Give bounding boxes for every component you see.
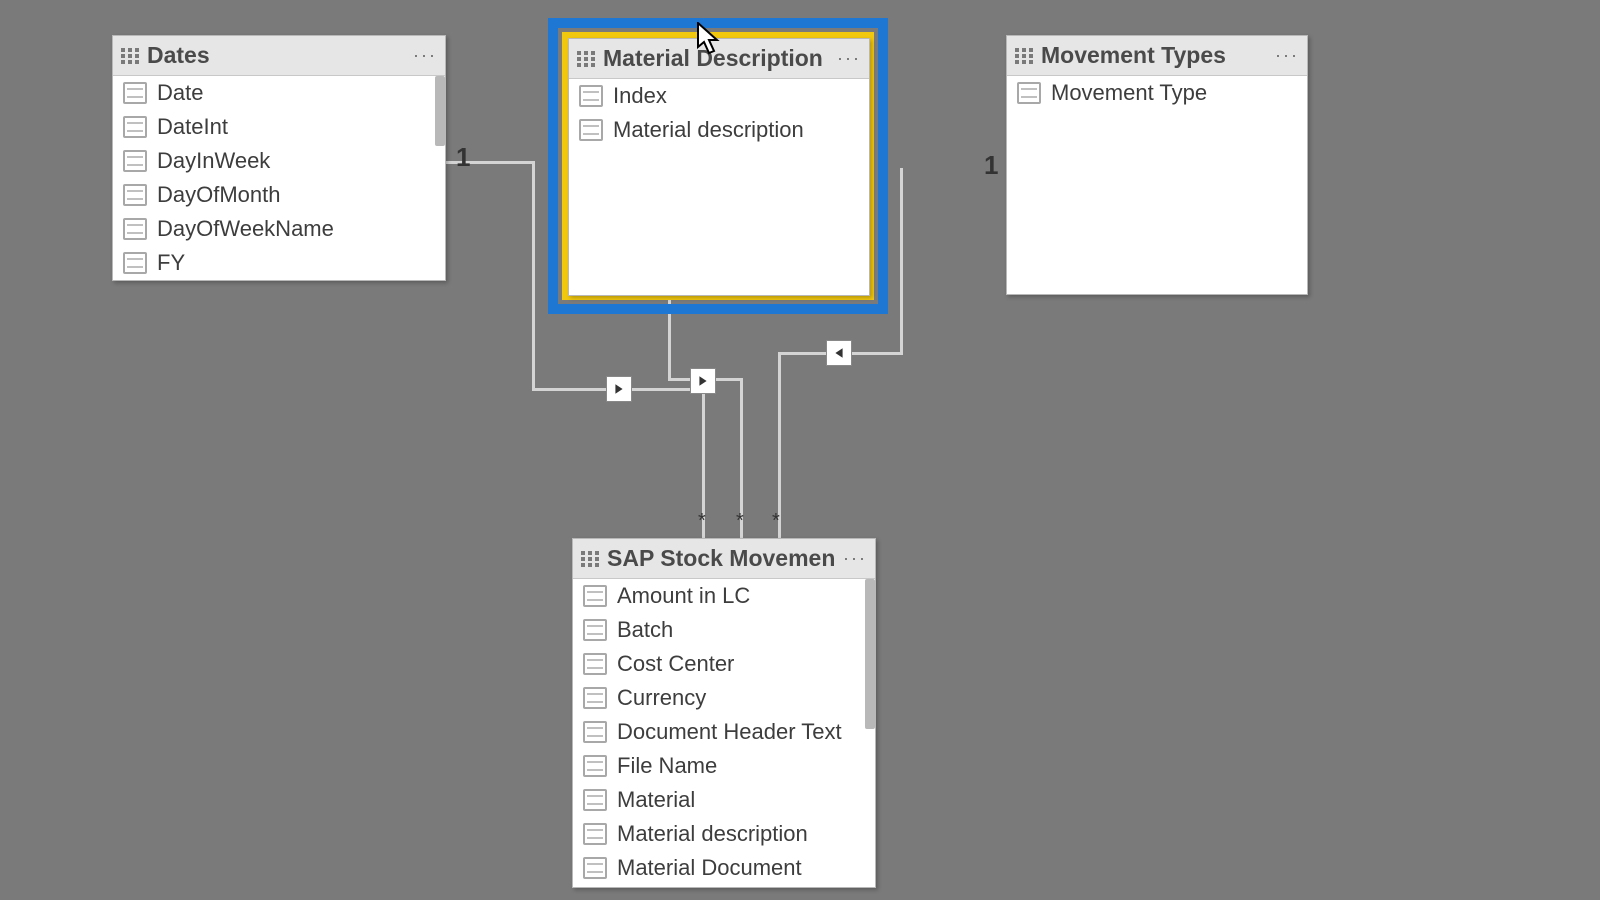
field-item[interactable]: Batch <box>573 613 875 647</box>
table-dates[interactable]: Dates ··· Date DateInt DayInWeek DayOfMo… <box>112 35 446 281</box>
field-item[interactable]: Cost Center <box>573 647 875 681</box>
column-icon <box>579 85 603 107</box>
column-icon <box>579 119 603 141</box>
field-label: DayOfMonth <box>157 182 281 208</box>
field-item[interactable]: DayOfWeekName <box>113 212 445 246</box>
field-item[interactable]: Amount in LC <box>573 579 875 613</box>
table-header[interactable]: Movement Types ··· <box>1007 36 1307 76</box>
field-item[interactable]: Material Document <box>573 851 875 885</box>
table-menu-icon[interactable]: ··· <box>413 45 437 66</box>
field-item[interactable]: FY <box>113 246 445 280</box>
field-item[interactable]: DayInWeek <box>113 144 445 178</box>
rel-movtype-line <box>900 168 903 355</box>
column-icon <box>583 789 607 811</box>
field-label: Material Document <box>617 855 802 881</box>
table-menu-icon[interactable]: ··· <box>1275 45 1299 66</box>
field-label: Cost Center <box>617 651 734 677</box>
table-icon <box>577 51 595 67</box>
filter-direction-arrow[interactable] <box>826 340 852 366</box>
field-item[interactable]: DayOfMonth <box>113 178 445 212</box>
cardinality-one: 1 <box>984 150 998 181</box>
column-icon <box>583 857 607 879</box>
table-icon <box>581 551 599 567</box>
model-canvas[interactable]: 1 1 * * * Dates ··· Date DateInt DayInWe… <box>0 0 1600 900</box>
field-label: Material <box>617 787 695 813</box>
column-icon <box>583 619 607 641</box>
field-item[interactable]: Document Header Text <box>573 715 875 749</box>
column-icon <box>583 755 607 777</box>
scrollbar[interactable] <box>435 76 445 146</box>
field-item[interactable]: Movement Type <box>1007 76 1307 110</box>
column-icon <box>583 823 607 845</box>
column-icon <box>123 218 147 240</box>
table-header[interactable]: Dates ··· <box>113 36 445 76</box>
table-body: Amount in LC Batch Cost Center Currency … <box>573 579 875 887</box>
column-icon <box>123 252 147 274</box>
cardinality-one: 1 <box>456 142 470 173</box>
field-item[interactable]: File Name <box>573 749 875 783</box>
field-label: Document Header Text <box>617 719 842 745</box>
table-title: SAP Stock Movements <box>607 545 835 572</box>
field-item[interactable]: Currency <box>573 681 875 715</box>
field-label: DateInt <box>157 114 228 140</box>
table-title: Movement Types <box>1041 42 1267 69</box>
field-label: Material description <box>613 117 804 143</box>
rel-matdesc-line <box>668 300 671 380</box>
scrollbar[interactable] <box>865 579 875 729</box>
field-item[interactable]: Date <box>113 76 445 110</box>
column-icon <box>583 585 607 607</box>
filter-direction-arrow[interactable] <box>606 376 632 402</box>
field-label: Movement Type <box>1051 80 1207 106</box>
table-icon <box>1015 48 1033 64</box>
filter-direction-arrow[interactable] <box>690 368 716 394</box>
field-label: Batch <box>617 617 673 643</box>
column-icon <box>123 116 147 138</box>
column-icon <box>583 721 607 743</box>
rel-dates-line <box>532 161 535 390</box>
field-item[interactable]: Index <box>569 79 869 113</box>
field-label: Currency <box>617 685 706 711</box>
column-icon <box>583 653 607 675</box>
table-menu-icon[interactable]: ··· <box>843 548 867 569</box>
field-item[interactable]: DateInt <box>113 110 445 144</box>
table-body: Movement Type <box>1007 76 1307 294</box>
table-body: Date DateInt DayInWeek DayOfMonth DayOfW… <box>113 76 445 280</box>
field-label: Amount in LC <box>617 583 750 609</box>
cardinality-many: * <box>698 510 706 533</box>
field-label: DayInWeek <box>157 148 270 174</box>
table-title: Dates <box>147 42 405 69</box>
table-material-description[interactable]: Material Description ··· Index Material … <box>568 38 870 296</box>
field-item[interactable]: Material description <box>573 817 875 851</box>
table-header[interactable]: Material Description ··· <box>569 39 869 79</box>
table-movement-types[interactable]: Movement Types ··· Movement Type <box>1006 35 1308 295</box>
field-item[interactable]: Material <box>573 783 875 817</box>
table-header[interactable]: SAP Stock Movements ··· <box>573 539 875 579</box>
field-label: Index <box>613 83 667 109</box>
table-title: Material Description <box>603 45 829 72</box>
field-label: DayOfWeekName <box>157 216 334 242</box>
column-icon <box>123 82 147 104</box>
table-body: Index Material description <box>569 79 869 295</box>
field-label: Material description <box>617 821 808 847</box>
table-sap-stock-movements[interactable]: SAP Stock Movements ··· Amount in LC Bat… <box>572 538 876 888</box>
table-menu-icon[interactable]: ··· <box>837 48 861 69</box>
field-label: Date <box>157 80 203 106</box>
field-label: File Name <box>617 753 717 779</box>
field-item[interactable]: Material description <box>569 113 869 147</box>
column-icon <box>1017 82 1041 104</box>
cardinality-many: * <box>772 510 780 533</box>
column-icon <box>123 184 147 206</box>
column-icon <box>123 150 147 172</box>
field-label: FY <box>157 250 185 276</box>
table-icon <box>121 48 139 64</box>
cardinality-many: * <box>736 510 744 533</box>
column-icon <box>583 687 607 709</box>
